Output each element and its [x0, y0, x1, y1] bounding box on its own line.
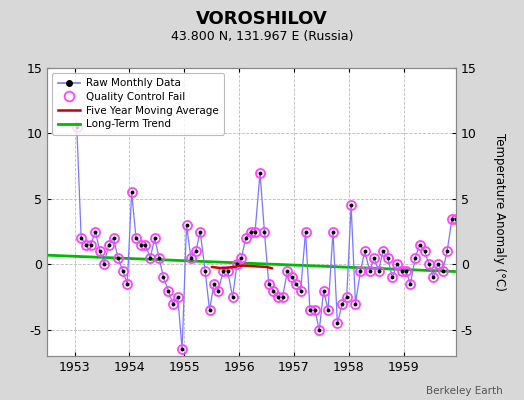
- Legend: Raw Monthly Data, Quality Control Fail, Five Year Moving Average, Long-Term Tren: Raw Monthly Data, Quality Control Fail, …: [52, 73, 224, 134]
- Text: Berkeley Earth: Berkeley Earth: [427, 386, 503, 396]
- Y-axis label: Temperature Anomaly (°C): Temperature Anomaly (°C): [493, 133, 506, 291]
- Text: VOROSHILOV: VOROSHILOV: [196, 10, 328, 28]
- Text: 43.800 N, 131.967 E (Russia): 43.800 N, 131.967 E (Russia): [171, 30, 353, 43]
